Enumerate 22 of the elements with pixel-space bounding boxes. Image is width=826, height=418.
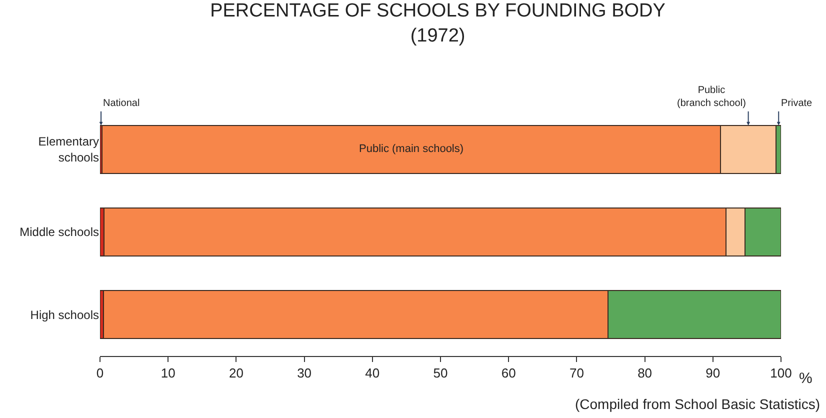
chart-subtitle: (1972) bbox=[410, 25, 466, 46]
x-tick-label: 30 bbox=[297, 366, 312, 381]
y-tick-label: Elementary schools bbox=[38, 134, 99, 164]
x-tick-label: 10 bbox=[160, 366, 176, 381]
x-tick-label: 90 bbox=[706, 366, 720, 381]
series-label: Private bbox=[781, 98, 813, 109]
x-tick-label: 80 bbox=[638, 366, 652, 381]
x-axis-title: % bbox=[799, 370, 812, 387]
chart-title: PERCENTAGE OF SCHOOLS BY FOUNDING BODY bbox=[210, 0, 666, 22]
x-tick-label: 100 bbox=[770, 366, 792, 381]
x-tick-label: 40 bbox=[365, 366, 380, 381]
x-tick-label: 50 bbox=[433, 366, 448, 381]
series-label: Public (main schools) bbox=[359, 143, 464, 155]
x-tick-label: 60 bbox=[501, 366, 516, 381]
y-tick-label: Middle schools bbox=[20, 225, 99, 240]
y-tick-label: High schools bbox=[30, 308, 99, 322]
text: (Compiled from School Basic Statistics) bbox=[575, 396, 820, 412]
x-tick-label: 70 bbox=[569, 366, 584, 381]
series-label: National bbox=[103, 98, 140, 109]
x-tick-label: 20 bbox=[228, 366, 244, 381]
x-tick-label: 0 bbox=[96, 366, 104, 381]
series-label: Public (branch school) bbox=[677, 85, 746, 109]
